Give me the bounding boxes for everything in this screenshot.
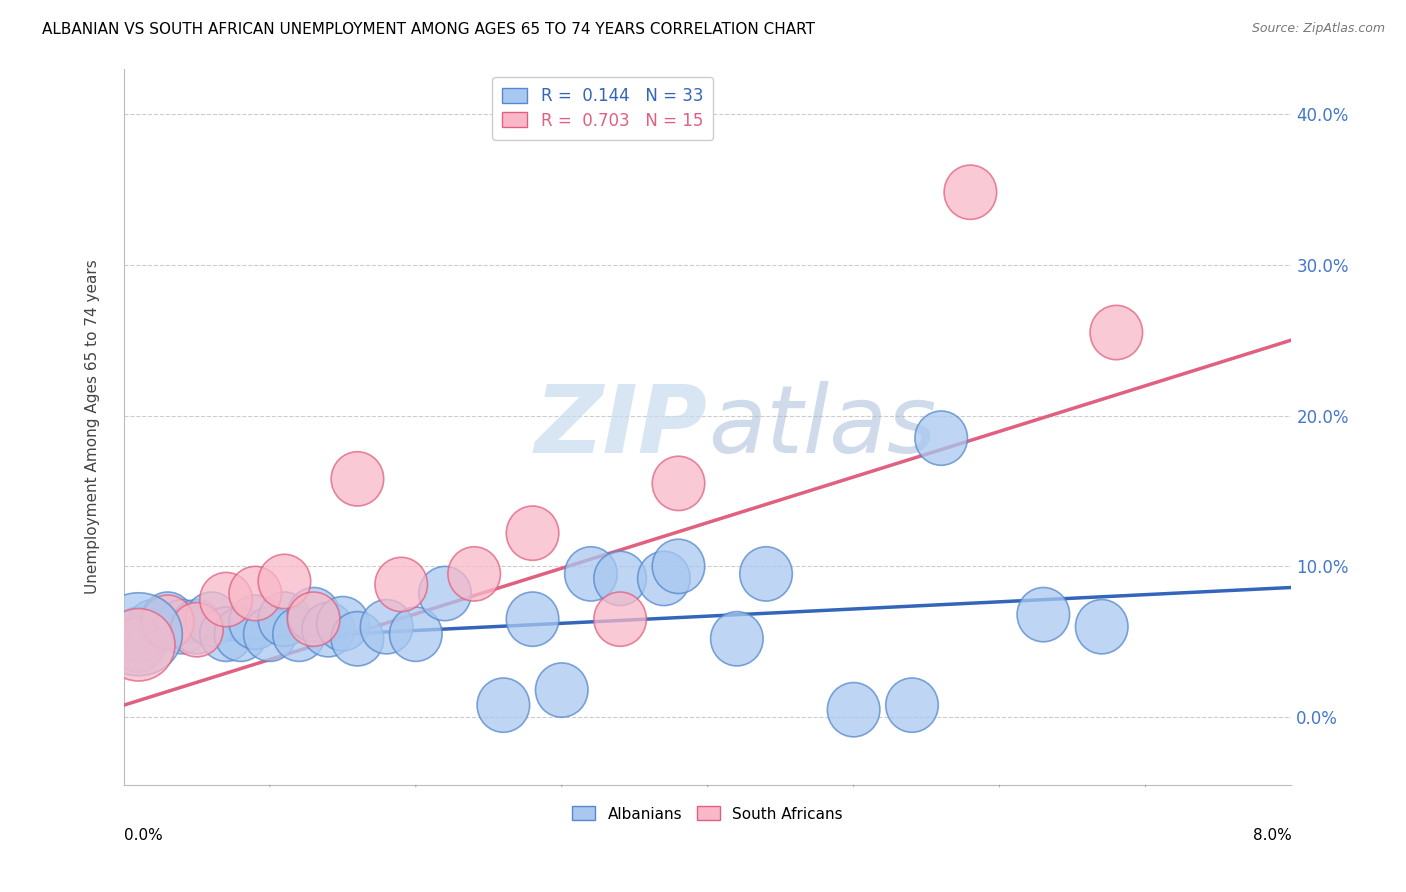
Ellipse shape <box>710 612 763 666</box>
Ellipse shape <box>536 663 588 717</box>
Ellipse shape <box>332 612 384 666</box>
Ellipse shape <box>316 597 370 651</box>
Ellipse shape <box>593 551 647 606</box>
Ellipse shape <box>214 607 267 661</box>
Ellipse shape <box>200 573 252 627</box>
Ellipse shape <box>740 547 793 601</box>
Ellipse shape <box>259 592 311 647</box>
Ellipse shape <box>827 682 880 737</box>
Ellipse shape <box>506 506 558 560</box>
Ellipse shape <box>565 547 617 601</box>
Ellipse shape <box>593 592 647 647</box>
Ellipse shape <box>186 592 238 647</box>
Ellipse shape <box>1076 599 1128 654</box>
Ellipse shape <box>112 607 165 661</box>
Ellipse shape <box>652 539 704 593</box>
Ellipse shape <box>1017 588 1070 641</box>
Ellipse shape <box>259 554 311 608</box>
Ellipse shape <box>170 599 224 654</box>
Text: 8.0%: 8.0% <box>1253 828 1292 843</box>
Ellipse shape <box>229 595 281 649</box>
Ellipse shape <box>1090 305 1143 359</box>
Ellipse shape <box>287 588 340 641</box>
Ellipse shape <box>200 607 252 661</box>
Ellipse shape <box>506 592 558 647</box>
Text: ALBANIAN VS SOUTH AFRICAN UNEMPLOYMENT AMONG AGES 65 TO 74 YEARS CORRELATION CHA: ALBANIAN VS SOUTH AFRICAN UNEMPLOYMENT A… <box>42 22 815 37</box>
Ellipse shape <box>156 599 208 654</box>
Ellipse shape <box>170 603 224 657</box>
Ellipse shape <box>142 592 194 647</box>
Ellipse shape <box>375 558 427 612</box>
Ellipse shape <box>449 547 501 601</box>
Ellipse shape <box>229 566 281 621</box>
Text: atlas: atlas <box>707 381 936 473</box>
Ellipse shape <box>287 592 340 647</box>
Ellipse shape <box>652 456 704 510</box>
Ellipse shape <box>142 595 194 649</box>
Ellipse shape <box>273 607 325 661</box>
Ellipse shape <box>886 678 938 732</box>
Ellipse shape <box>94 593 183 676</box>
Ellipse shape <box>243 607 297 661</box>
Ellipse shape <box>419 566 471 621</box>
Ellipse shape <box>360 599 413 654</box>
Ellipse shape <box>638 551 690 606</box>
Ellipse shape <box>943 165 997 219</box>
Text: 0.0%: 0.0% <box>124 828 163 843</box>
Ellipse shape <box>915 411 967 466</box>
Ellipse shape <box>302 603 354 657</box>
Text: Source: ZipAtlas.com: Source: ZipAtlas.com <box>1251 22 1385 36</box>
Text: ZIP: ZIP <box>534 381 707 473</box>
Legend: Albanians, South Africans: Albanians, South Africans <box>567 800 849 828</box>
Ellipse shape <box>477 678 530 732</box>
Y-axis label: Unemployment Among Ages 65 to 74 years: Unemployment Among Ages 65 to 74 years <box>86 260 100 594</box>
Ellipse shape <box>332 451 384 506</box>
Ellipse shape <box>103 608 174 681</box>
Ellipse shape <box>127 599 180 654</box>
Ellipse shape <box>389 607 441 661</box>
Ellipse shape <box>112 617 165 672</box>
